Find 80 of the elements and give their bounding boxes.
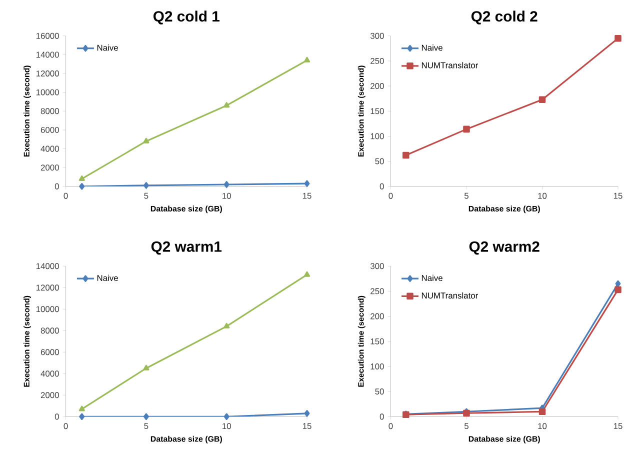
y-tick-label: 250 <box>370 58 384 64</box>
chart-title: Q2 warm1 <box>151 241 222 254</box>
x-tick-label: 5 <box>144 192 148 199</box>
y-tick-label: 14000 <box>36 262 59 269</box>
point <box>78 175 85 181</box>
y-tick-label: 10000 <box>36 306 59 312</box>
point <box>224 180 230 188</box>
y-tick-label: 6000 <box>40 126 59 133</box>
x-tick-label: 5 <box>464 422 468 429</box>
point <box>304 410 310 417</box>
y-tick-label: 150 <box>370 108 384 114</box>
y-tick-label: 8000 <box>40 327 59 334</box>
y-tick-label: 0 <box>380 183 384 190</box>
legend-label: Naive <box>97 274 118 281</box>
point <box>224 102 230 108</box>
x-tick-label: 10 <box>222 192 231 199</box>
legend-label: Naive <box>422 274 442 281</box>
x-tick-label: 15 <box>614 192 622 199</box>
x-tick-label: 0 <box>388 422 393 429</box>
x-tick-label: 5 <box>464 192 468 199</box>
y-tick-label: 4000 <box>40 146 59 152</box>
y-tick-label: 10000 <box>36 89 59 96</box>
y-tick-label: 50 <box>375 388 384 394</box>
x-tick-label: 15 <box>302 422 312 429</box>
y-tick-label: 300 <box>370 262 384 269</box>
x-tick-label: 5 <box>144 422 148 429</box>
y-tick-label: 50 <box>375 158 384 164</box>
chart-title: Q2 warm2 <box>469 241 540 254</box>
y-tick-label: 200 <box>370 313 384 320</box>
x-tick-label: 10 <box>538 192 547 199</box>
point <box>143 364 150 370</box>
chart-title: Q2 cold 2 <box>471 10 538 24</box>
y-tick-label: 6000 <box>40 348 59 355</box>
point <box>224 413 230 420</box>
x-tick-label: 15 <box>614 422 622 429</box>
point <box>143 413 149 420</box>
point <box>143 182 149 189</box>
y-tick-label: 12000 <box>36 284 59 290</box>
y-tick-label: 200 <box>370 82 384 89</box>
chart-title: Q2 cold 1 <box>153 10 220 24</box>
point <box>615 280 621 287</box>
x-tick-label: 0 <box>64 422 68 429</box>
y-tick-label: 4000 <box>40 370 59 376</box>
y-tick-label: 300 <box>370 32 384 39</box>
point <box>79 413 85 420</box>
point <box>614 286 622 293</box>
point <box>402 152 410 158</box>
point <box>79 182 85 190</box>
y-tick-label: 0 <box>54 183 59 190</box>
y-tick-label: 100 <box>370 132 384 139</box>
point <box>78 405 85 411</box>
point <box>538 96 546 103</box>
point <box>304 56 310 62</box>
x-tick-label: 0 <box>64 192 68 199</box>
y-tick-label: 0 <box>380 413 384 420</box>
y-tick-label: 16000 <box>36 32 59 39</box>
x-tick-label: 15 <box>302 192 312 199</box>
y-tick-label: 0 <box>54 413 59 420</box>
point <box>463 126 470 132</box>
point <box>538 408 546 415</box>
legend-label: Naive <box>97 44 118 51</box>
legend-label: NUMTranslator <box>422 292 478 298</box>
point <box>143 138 150 144</box>
x-tick-label: 10 <box>538 422 547 429</box>
legend-label: Naive <box>422 44 442 51</box>
x-tick-label: 0 <box>388 192 393 199</box>
y-tick-label: 2000 <box>40 392 59 398</box>
point <box>304 271 310 277</box>
y-tick-label: 12000 <box>36 70 59 76</box>
x-tick-label: 10 <box>222 422 231 429</box>
y-tick-label: 14000 <box>36 51 59 58</box>
y-tick-label: 2000 <box>40 164 59 170</box>
point <box>224 322 230 328</box>
y-tick-label: 8000 <box>40 108 59 114</box>
point <box>614 34 622 42</box>
legend-label: NUMTranslator <box>422 62 478 68</box>
y-tick-label: 100 <box>370 363 384 370</box>
point <box>304 180 310 187</box>
y-tick-label: 250 <box>370 288 384 294</box>
y-tick-label: 150 <box>370 338 384 344</box>
